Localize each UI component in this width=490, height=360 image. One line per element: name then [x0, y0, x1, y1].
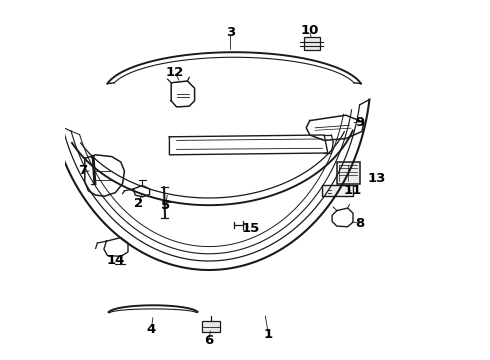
- Text: 11: 11: [344, 184, 362, 197]
- Text: 12: 12: [166, 66, 184, 78]
- Text: 8: 8: [356, 217, 365, 230]
- Text: 10: 10: [300, 24, 319, 37]
- Text: 5: 5: [161, 199, 171, 212]
- Text: 2: 2: [134, 197, 144, 210]
- Text: 6: 6: [204, 334, 214, 347]
- Text: 14: 14: [106, 255, 124, 267]
- FancyBboxPatch shape: [322, 185, 353, 196]
- FancyBboxPatch shape: [202, 321, 220, 332]
- Text: 3: 3: [226, 26, 235, 39]
- FancyBboxPatch shape: [337, 162, 360, 184]
- Text: 1: 1: [264, 328, 273, 341]
- Text: 7: 7: [78, 165, 87, 177]
- FancyBboxPatch shape: [304, 37, 319, 50]
- Text: 9: 9: [356, 116, 365, 129]
- Text: 13: 13: [367, 172, 386, 185]
- Text: 4: 4: [147, 323, 156, 336]
- Text: 15: 15: [241, 222, 260, 235]
